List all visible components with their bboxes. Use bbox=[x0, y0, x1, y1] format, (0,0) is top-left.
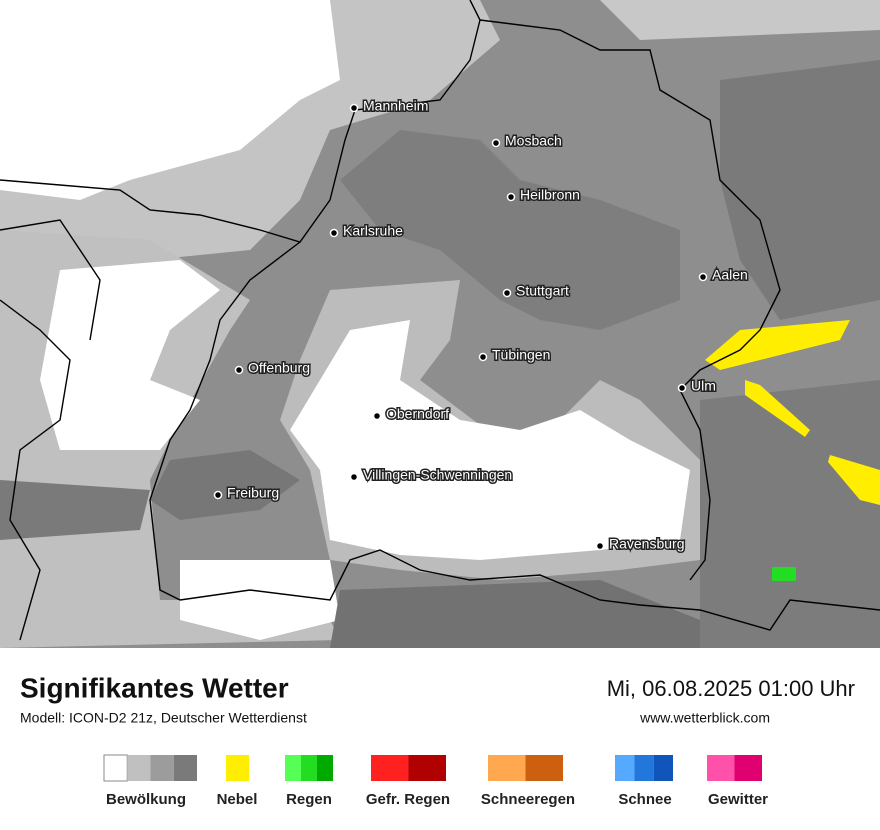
city-label: Heilbronn bbox=[520, 187, 580, 203]
border bbox=[0, 0, 481, 243]
city-dot bbox=[698, 272, 708, 282]
city-label: Freiburg bbox=[227, 485, 279, 501]
legend-label: Regen bbox=[286, 791, 332, 808]
legend-swatch bbox=[173, 755, 197, 781]
border bbox=[149, 241, 301, 601]
legend-swatch bbox=[525, 755, 563, 781]
legend-label: Nebel bbox=[217, 791, 258, 808]
city-dot bbox=[329, 228, 339, 238]
city-label: Oberndorf bbox=[386, 406, 449, 422]
legend-swatch bbox=[408, 755, 446, 781]
legend-swatch bbox=[150, 755, 174, 781]
legend-swatch bbox=[615, 755, 635, 781]
city-label: Ulm bbox=[691, 378, 716, 394]
cloud-free bbox=[0, 0, 340, 200]
city-dot bbox=[478, 352, 488, 362]
city-dot bbox=[677, 383, 687, 393]
fog bbox=[828, 455, 880, 505]
city-label: Karlsruhe bbox=[343, 223, 403, 239]
legend-label: Gewitter bbox=[708, 791, 768, 808]
datetime: Mi, 06.08.2025 01:00 Uhr bbox=[607, 676, 855, 701]
cloud-dark bbox=[720, 60, 880, 320]
legend-swatch bbox=[653, 755, 673, 781]
website: www.wetterblick.com bbox=[639, 710, 770, 726]
city-label: Mannheim bbox=[363, 98, 428, 114]
city-label: Mosbach bbox=[505, 133, 562, 149]
legend-swatch bbox=[127, 755, 151, 781]
cloud-dark bbox=[0, 480, 150, 540]
title: Signifikantes Wetter bbox=[20, 672, 289, 703]
cities: Mannheim Mosbach Heilbronn Karlsruhe Aalen St… bbox=[213, 96, 749, 553]
city-dot bbox=[595, 541, 605, 551]
border bbox=[179, 549, 880, 631]
legend-swatch bbox=[634, 755, 654, 781]
legend-swatch bbox=[707, 755, 735, 781]
footer: Signifikantes Wetter Modell: ICON-D2 21z… bbox=[20, 672, 855, 725]
city-dot bbox=[491, 138, 501, 148]
fog bbox=[705, 320, 850, 370]
legend-swatch bbox=[317, 755, 333, 781]
city-label: Aalen bbox=[712, 267, 748, 283]
city-dot bbox=[234, 365, 244, 375]
legend-label: Schneeregen bbox=[481, 791, 575, 808]
subtitle: Modell: ICON-D2 21z, Deutscher Wetterdie… bbox=[20, 710, 307, 726]
city-dot bbox=[349, 103, 359, 113]
legend-label: Schnee bbox=[618, 791, 671, 808]
legend-swatch bbox=[285, 755, 301, 781]
fog bbox=[745, 380, 810, 437]
border bbox=[0, 219, 101, 341]
cloud-dark bbox=[700, 380, 880, 648]
city-dot bbox=[502, 288, 512, 298]
legend-swatch bbox=[226, 755, 249, 781]
city-label: Offenburg bbox=[248, 360, 310, 376]
legend-swatch bbox=[301, 755, 317, 781]
map bbox=[0, 0, 880, 648]
cloud-light bbox=[0, 0, 880, 40]
legend-label: Gefr. Regen bbox=[366, 791, 450, 808]
border bbox=[479, 19, 781, 581]
cloud-dark bbox=[340, 130, 680, 330]
legend-swatch bbox=[371, 755, 409, 781]
city-label: Tübingen bbox=[492, 347, 550, 363]
city-label: Ravensburg bbox=[609, 536, 685, 552]
city-label: Villingen-Schwenningen bbox=[363, 467, 512, 483]
legend: Bewölkung Nebel Regen Gefr. Regen Schneerege… bbox=[103, 754, 768, 808]
cloud-dark bbox=[150, 450, 300, 520]
legend-swatch bbox=[103, 754, 128, 782]
rain bbox=[772, 567, 796, 581]
city-dot bbox=[506, 192, 516, 202]
border bbox=[0, 299, 71, 641]
city-dot bbox=[372, 411, 382, 421]
city-label: Stuttgart bbox=[516, 283, 569, 299]
legend-swatch bbox=[734, 755, 762, 781]
city-dot bbox=[349, 472, 359, 482]
legend-swatch bbox=[488, 755, 526, 781]
cloud-free bbox=[290, 320, 690, 560]
city-dot bbox=[213, 490, 223, 500]
cloud-free bbox=[180, 560, 340, 640]
cloud-free bbox=[40, 260, 220, 450]
cloud-dark bbox=[330, 580, 700, 648]
legend-label: Bewölkung bbox=[106, 791, 186, 808]
